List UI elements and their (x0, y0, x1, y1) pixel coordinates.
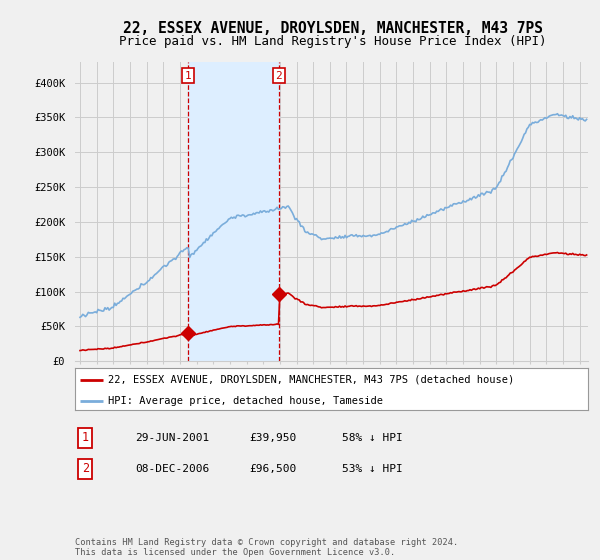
Text: HPI: Average price, detached house, Tameside: HPI: Average price, detached house, Tame… (109, 396, 383, 405)
Text: Contains HM Land Registry data © Crown copyright and database right 2024.
This d: Contains HM Land Registry data © Crown c… (75, 538, 458, 557)
Bar (188, 62, 279, 361)
Text: 2: 2 (82, 462, 89, 475)
Text: 1: 1 (185, 71, 191, 81)
Text: 1: 1 (82, 431, 89, 445)
Text: £39,950: £39,950 (249, 433, 296, 443)
Text: Price paid vs. HM Land Registry's House Price Index (HPI): Price paid vs. HM Land Registry's House … (119, 35, 547, 48)
Text: 29-JUN-2001: 29-JUN-2001 (135, 433, 209, 443)
Text: 22, ESSEX AVENUE, DROYLSDEN, MANCHESTER, M43 7PS: 22, ESSEX AVENUE, DROYLSDEN, MANCHESTER,… (123, 21, 543, 36)
Text: 22, ESSEX AVENUE, DROYLSDEN, MANCHESTER, M43 7PS (detached house): 22, ESSEX AVENUE, DROYLSDEN, MANCHESTER,… (109, 375, 515, 385)
Text: £96,500: £96,500 (249, 464, 296, 474)
Text: 53% ↓ HPI: 53% ↓ HPI (342, 464, 403, 474)
Text: 58% ↓ HPI: 58% ↓ HPI (342, 433, 403, 443)
Text: 2: 2 (275, 71, 282, 81)
Text: 08-DEC-2006: 08-DEC-2006 (135, 464, 209, 474)
